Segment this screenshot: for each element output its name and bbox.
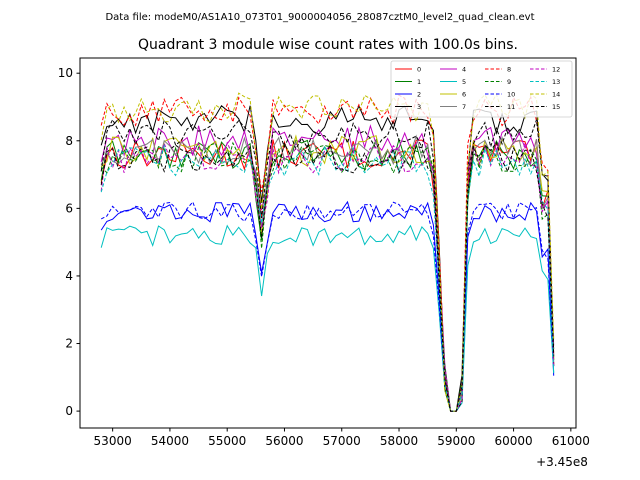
legend-label: 10 — [507, 90, 515, 98]
series-line-5 — [100, 224, 555, 412]
x-tick-label: 54000 — [151, 434, 189, 448]
y-tick-label: 6 — [65, 201, 73, 215]
series-line-4 — [100, 124, 555, 412]
legend-label: 6 — [462, 90, 466, 98]
series-line-8 — [100, 94, 555, 412]
y-tick-label: 8 — [65, 134, 73, 148]
series-line-13 — [100, 144, 555, 412]
legend-label: 8 — [507, 65, 511, 73]
x-tick-label: 55000 — [208, 434, 246, 448]
series-line-1 — [100, 137, 555, 412]
legend-label: 7 — [462, 103, 466, 111]
series-line-9 — [100, 141, 555, 412]
y-tick-label: 2 — [65, 337, 73, 351]
series-line-6 — [100, 134, 555, 412]
legend-label: 1 — [417, 78, 421, 86]
chart-title: Quadrant 3 module wise count rates with … — [138, 37, 518, 53]
legend-box — [390, 60, 573, 118]
x-tick-label: 57000 — [323, 434, 361, 448]
legend-label: 4 — [462, 65, 466, 73]
x-offset-text: +3.45e8 — [536, 455, 588, 469]
legend-label: 11 — [507, 103, 515, 111]
x-tick-label: 58000 — [380, 434, 418, 448]
legend-label: 5 — [462, 78, 466, 86]
legend-label: 12 — [552, 65, 560, 73]
series-line-12 — [100, 141, 555, 412]
legend-label: 0 — [417, 65, 421, 73]
y-tick-label: 4 — [65, 269, 73, 283]
series-line-15 — [100, 141, 555, 412]
y-tick-label: 10 — [58, 66, 73, 80]
x-axis: 53000 54000 55000 56000 57000 58000 59000 60000… — [94, 428, 590, 448]
y-axis: 0 2 4 6 8 10 — [58, 66, 80, 418]
suptitle: Data file: modeM0/AS1A10_073T01_90000040… — [105, 12, 534, 23]
legend-label: 9 — [507, 78, 511, 86]
legend-label: 13 — [552, 78, 560, 86]
series-line-2 — [100, 200, 555, 412]
x-tick-label: 61000 — [552, 434, 590, 448]
legend-label: 14 — [552, 90, 560, 98]
plot-lines — [100, 92, 555, 412]
series-line-11 — [100, 118, 555, 412]
series-line-7 — [100, 134, 555, 412]
x-tick-label: 56000 — [265, 434, 303, 448]
axes-frame — [79, 57, 577, 429]
x-tick-label: 53000 — [94, 434, 132, 448]
series-line-0 — [100, 138, 555, 412]
y-tick-label: 0 — [65, 404, 73, 418]
legend-label: 2 — [417, 90, 421, 98]
legend-label: 3 — [417, 103, 421, 111]
x-tick-label: 60000 — [494, 434, 532, 448]
x-tick-label: 59000 — [437, 434, 475, 448]
series-line-10 — [100, 201, 555, 412]
legend-label: 15 — [552, 103, 560, 111]
